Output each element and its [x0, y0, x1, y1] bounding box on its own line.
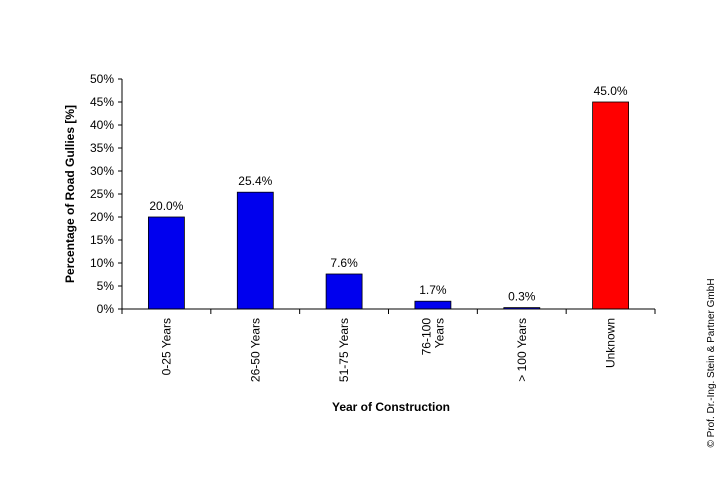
x-tick-label-5: Unknown: [604, 318, 618, 368]
x-tick-label-3: 76-100Years: [419, 318, 446, 356]
data-label-3: 1.7%: [419, 283, 447, 297]
x-tick-label-4: > 100 Years: [515, 318, 529, 382]
y-tick-label-2: 10%: [90, 256, 114, 270]
bar-5: [592, 101, 629, 310]
bar-3: [414, 300, 452, 310]
y-tick-label-5: 25%: [90, 187, 114, 201]
x-tick-label-line-2-0: 51-75 Years: [337, 318, 351, 382]
bar-0: [147, 216, 185, 310]
y-tick-label-10: 50%: [90, 72, 114, 86]
y-tick-label-3: 15%: [90, 233, 114, 247]
y-tick-label-4: 20%: [90, 210, 114, 224]
data-labels-group: 20.0% 25.4% 7.6% 1.7% 0.3% 45.0%: [149, 84, 628, 304]
y-tick-label-1: 5%: [97, 279, 115, 293]
x-axis: 0-25 Years 26-50 Years 51-75 Years 76-100Ye…: [121, 308, 656, 382]
x-tick-label-line-0-0: 0-25 Years: [159, 318, 173, 375]
data-label-2: 7.6%: [330, 256, 358, 270]
data-label-0: 20.0%: [149, 199, 183, 213]
x-axis-title: Year of Construction: [332, 400, 450, 414]
y-axis-title: Percentage of Road Gullies [%]: [63, 105, 77, 283]
x-tick-label-0: 0-25 Years: [159, 318, 173, 375]
x-tick-label-line-4-0: > 100 Years: [515, 318, 529, 382]
y-tick-label-7: 35%: [90, 141, 114, 155]
data-label-5: 45.0%: [594, 84, 628, 98]
data-label-1: 25.4%: [238, 174, 272, 188]
x-tick-label-line-3-0: 76-100: [419, 318, 433, 356]
y-tick-label-6: 30%: [90, 164, 114, 178]
bar-1: [236, 191, 274, 310]
data-label-4: 0.3%: [508, 290, 536, 304]
x-tick-label-line-1-0: 26-50 Years: [248, 318, 262, 382]
x-tick-label-2: 51-75 Years: [337, 318, 351, 382]
x-tick-label-1: 26-50 Years: [248, 318, 262, 382]
y-tick-label-8: 40%: [90, 118, 114, 132]
y-axis: 0% 5% 10% 15% 20% 25% 30% 35% 40% 45% 50%: [90, 72, 123, 316]
bar-2: [325, 273, 363, 310]
copyright-notice: © Prof. Dr.-Ing. Stein & Partner GmbH: [706, 278, 717, 447]
x-tick-label-line-3-1: Years: [432, 318, 446, 348]
x-tick-label-line-5-0: Unknown: [604, 318, 618, 368]
bars-group: [147, 101, 629, 310]
y-tick-label-0: 0%: [97, 302, 115, 316]
y-tick-label-9: 45%: [90, 95, 114, 109]
